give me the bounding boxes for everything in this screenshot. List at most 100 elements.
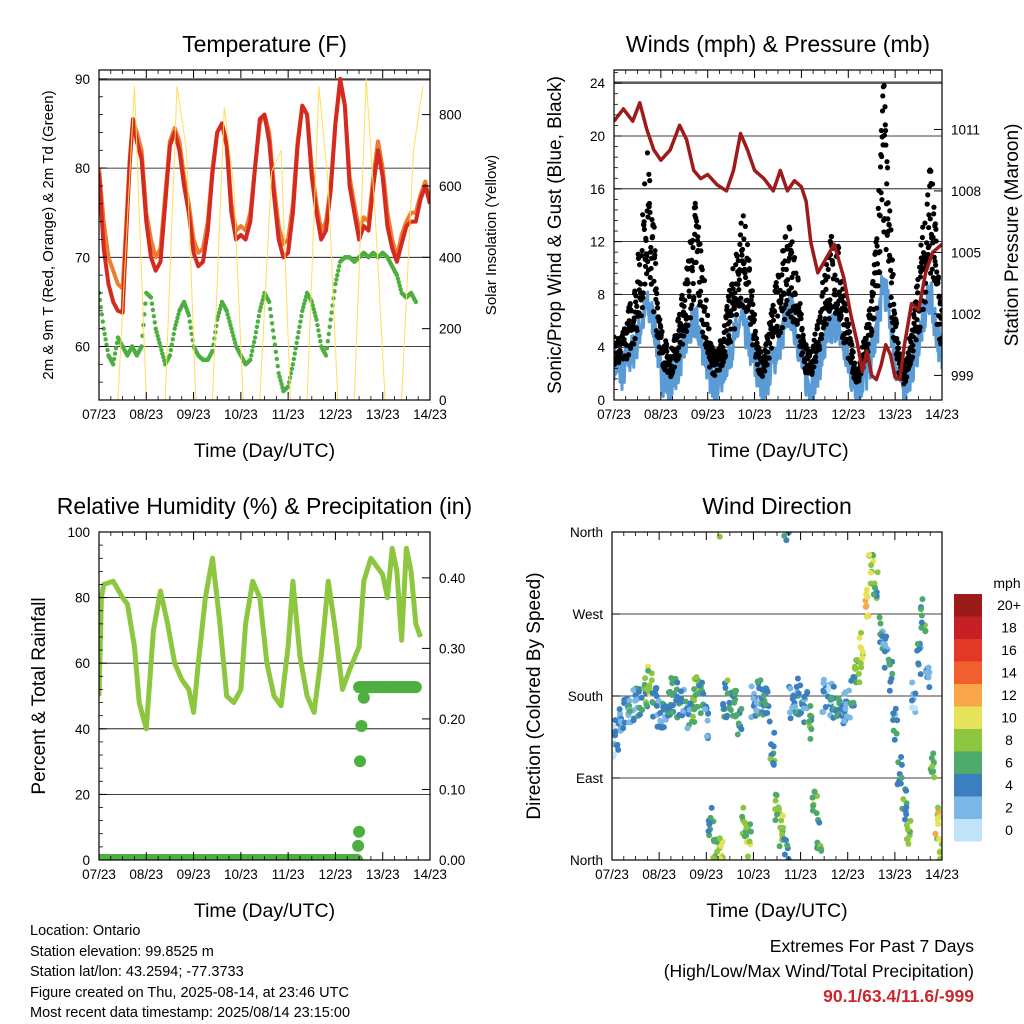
dewpoint-point [160, 351, 165, 356]
dewpoint-point [159, 347, 164, 353]
direction-point [863, 586, 870, 593]
dewpoint-point [312, 310, 317, 315]
gust-point [686, 293, 692, 300]
dewpoint-point [302, 301, 307, 306]
precip-point [350, 854, 363, 860]
direction-point [634, 696, 641, 703]
dewpoint-point [230, 330, 235, 335]
gust-point [746, 266, 753, 272]
plot-area [99, 545, 423, 860]
direction-point [935, 821, 942, 828]
direction-point [874, 569, 881, 576]
dewpoint-point [171, 331, 176, 337]
gust-point [683, 328, 690, 335]
y-tick-label: 60 [75, 656, 90, 671]
gust-point [638, 313, 644, 319]
direction-point [825, 686, 832, 693]
gust-point [780, 248, 787, 254]
direction-point [859, 655, 866, 662]
gust-point [832, 272, 838, 278]
gust-point [923, 289, 929, 295]
gust-point [777, 329, 784, 336]
gust-point [827, 297, 833, 303]
dewpoint-point [113, 346, 119, 351]
y-right-tick-label: 0.20 [439, 712, 465, 727]
dewpoint-point [167, 353, 173, 358]
y-tick-label: 16 [590, 182, 605, 197]
direction-point [818, 846, 825, 853]
direction-point [668, 674, 675, 681]
direction-point [816, 819, 823, 826]
legend-label: 4 [1005, 777, 1013, 793]
x-tick-label: 11/23 [784, 867, 817, 882]
gust-point [723, 327, 730, 334]
direction-point [930, 768, 937, 775]
gust-point [699, 267, 705, 273]
direction-point [903, 787, 910, 794]
dewpoint-point [267, 299, 272, 305]
direction-point [856, 634, 863, 641]
gust-point [823, 321, 829, 327]
gust-point [825, 274, 831, 280]
dewpoint-point [300, 308, 305, 314]
direction-point [919, 596, 926, 603]
dewpoint-point [176, 312, 181, 317]
y-axis-label: Sonic/Prop Wind & Gust (Blue, Black) [545, 76, 566, 394]
gust-point [732, 290, 738, 296]
direction-point [856, 679, 863, 686]
direction-point [770, 743, 777, 750]
dewpoint-point [317, 333, 322, 338]
gust-point [742, 266, 748, 272]
gust-point [888, 294, 894, 301]
gust-point [934, 269, 940, 275]
gust-point [779, 272, 785, 278]
direction-point [786, 709, 793, 716]
series-line-4 [99, 78, 424, 400]
direction-point [936, 849, 942, 856]
gust-point [784, 282, 790, 288]
gust-point [850, 349, 856, 355]
direction-point [660, 724, 667, 731]
dewpoint-point [299, 313, 304, 319]
gust-point [852, 360, 858, 366]
gust-point [648, 265, 654, 272]
dewpoint-point [297, 324, 302, 330]
dewpoint-point [269, 321, 275, 326]
direction-point [703, 733, 710, 740]
legend-label: 12 [1001, 687, 1017, 703]
dewpoint-point [250, 348, 255, 354]
gust-point [783, 266, 789, 273]
gust-point [933, 238, 939, 244]
dewpoint-point [156, 337, 161, 342]
gust-point [762, 368, 768, 374]
gust-point [699, 317, 705, 323]
direction-point [891, 736, 898, 743]
gust-point [692, 204, 699, 210]
dewpoint-point [99, 305, 104, 310]
direction-point [722, 684, 729, 691]
dewpoint-point [175, 315, 180, 321]
gust-point [657, 316, 663, 323]
x-tick-label: 09/23 [689, 867, 723, 882]
direction-point [642, 675, 649, 682]
gust-point [739, 252, 745, 258]
y-tick-label: 0 [597, 393, 605, 408]
gust-point [811, 364, 817, 370]
y-tick-label: 40 [75, 722, 90, 737]
gust-point [712, 372, 718, 378]
gust-point [645, 258, 651, 265]
gust-point [809, 369, 815, 375]
direction-point [710, 854, 717, 860]
direction-point [734, 731, 741, 738]
gust-point [817, 314, 823, 320]
dewpoint-point [294, 340, 299, 346]
gust-point [793, 270, 799, 276]
direction-point [853, 665, 860, 672]
direction-point [794, 675, 801, 682]
gust-point [730, 266, 736, 272]
x-tick-label: 10/23 [738, 407, 772, 422]
gust-point [696, 224, 702, 230]
direction-point [733, 711, 740, 718]
extremes-subtitle: (High/Low/Max Wind/Total Precipitation) [663, 961, 974, 981]
gust-point [933, 262, 939, 268]
